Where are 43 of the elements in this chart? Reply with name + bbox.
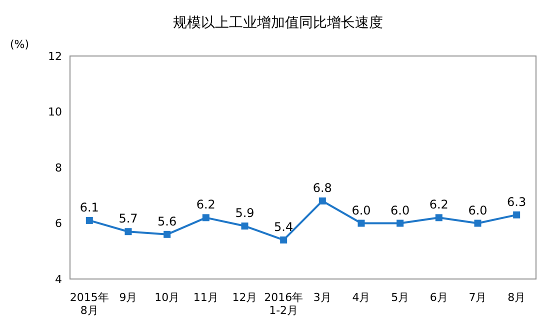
chart-title: 规模以上工业增加值同比增长速度 xyxy=(172,14,384,32)
data-label: 6.0 xyxy=(468,203,488,218)
data-label: 6.1 xyxy=(80,200,99,214)
x-tick-label: 11月 xyxy=(193,291,218,304)
data-label: 6.3 xyxy=(507,194,526,209)
data-label: 5.4 xyxy=(274,220,294,234)
x-tick-label: 12月 xyxy=(232,291,258,304)
data-label: 5.9 xyxy=(235,206,254,220)
point xyxy=(124,228,132,236)
x-tick-label: 3月 xyxy=(313,291,332,304)
y-tick-label: 4 xyxy=(55,272,62,286)
point xyxy=(241,222,248,230)
x-tick-label: 4月 xyxy=(352,291,370,304)
point xyxy=(513,211,520,218)
x-tick-label: 2016年 1-2月 xyxy=(264,291,304,317)
data-label: 6.8 xyxy=(312,180,332,195)
x-tick-label: 2015年 8月 xyxy=(70,291,109,317)
x-tick-label: 8月 xyxy=(508,291,526,304)
y-axis-title: (%) xyxy=(10,38,30,51)
point xyxy=(358,220,365,227)
data-label: 6.0 xyxy=(390,203,410,218)
y-tick-label: 10 xyxy=(48,106,62,119)
y-tick-label: 8 xyxy=(55,161,62,174)
data-label: 6.2 xyxy=(429,198,448,212)
point xyxy=(164,230,171,238)
point xyxy=(318,197,326,204)
x-tick-label: 9月 xyxy=(119,291,138,304)
point xyxy=(474,220,482,227)
y-tick-label: 12 xyxy=(48,50,62,63)
point xyxy=(435,214,442,222)
data-label: 5.7 xyxy=(118,212,138,226)
x-tick-label: 10月 xyxy=(154,291,180,304)
data-label: 5.6 xyxy=(158,214,177,228)
x-tick-label: 7月 xyxy=(468,291,487,304)
data-label: 6.0 xyxy=(352,203,371,218)
y-tick-label: 6 xyxy=(55,217,62,230)
data-label: 6.2 xyxy=(196,198,216,212)
point xyxy=(202,214,210,222)
point xyxy=(396,220,404,227)
point xyxy=(280,236,288,244)
point xyxy=(86,216,93,224)
x-tick-label: 6月 xyxy=(430,291,448,304)
x-tick-label: 5月 xyxy=(391,291,410,304)
